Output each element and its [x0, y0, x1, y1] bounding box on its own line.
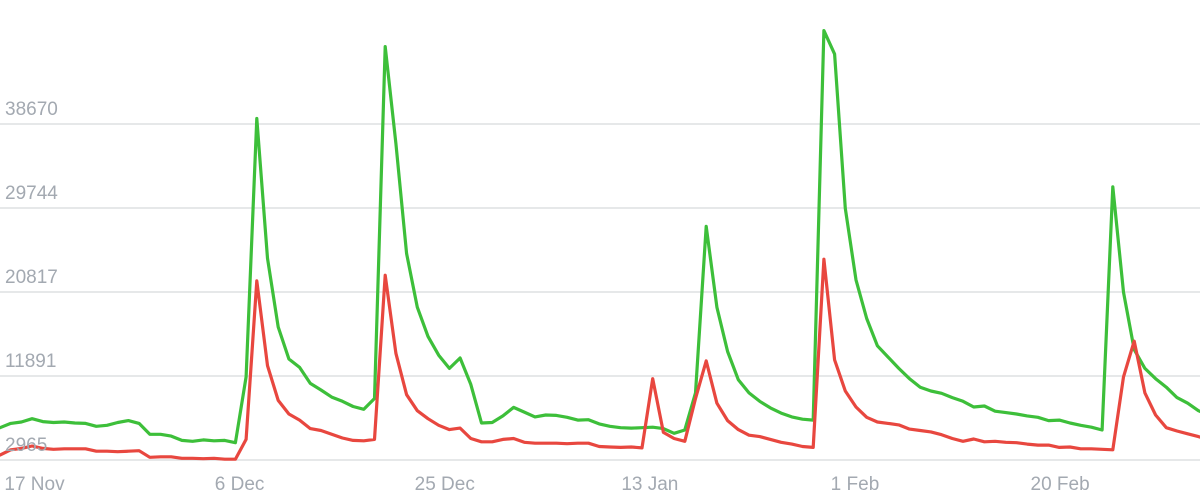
x-tick-label: 13 Jan [621, 474, 678, 495]
x-tick-label: 17 Nov [4, 474, 65, 495]
y-tick-label: 38670 [5, 99, 58, 120]
y-tick-label: 2965 [5, 435, 47, 456]
y-tick-label: 11891 [5, 351, 56, 372]
x-tick-label: 20 Feb [1031, 474, 1090, 495]
y-axis-tick-labels: 38670 29744 20817 11891 2965 [5, 99, 58, 456]
y-tick-label: 20817 [5, 267, 58, 288]
series-lines [0, 29, 1200, 461]
x-tick-label: 25 Dec [415, 474, 475, 495]
series-line-2 [0, 257, 1200, 461]
x-tick-label: 1 Feb [831, 474, 880, 495]
x-axis-tick-labels: 17 Nov 6 Dec 25 Dec 13 Jan 1 Feb 20 Feb [4, 474, 1089, 495]
y-tick-label: 29744 [5, 183, 58, 204]
x-tick-label: 6 Dec [215, 474, 265, 495]
grid-lines [0, 123, 1200, 461]
series-line-1 [0, 29, 1200, 445]
